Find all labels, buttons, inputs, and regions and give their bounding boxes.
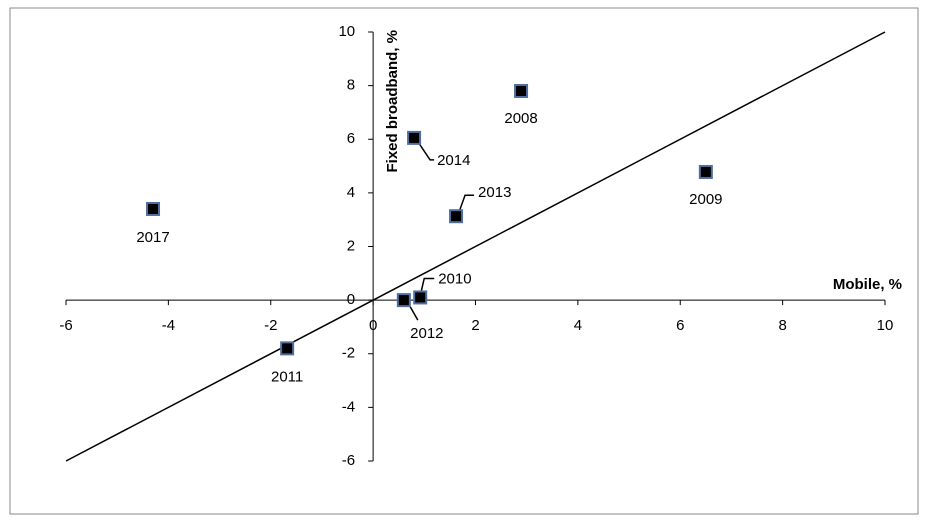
x-tick-label: 10 [877,317,894,334]
point-label: 2008 [504,110,537,127]
y-tick-label: -4 [342,398,355,415]
reference-line [65,31,886,462]
x-tick-label: -2 [264,317,277,334]
x-tick-label: 0 [369,317,377,334]
y-tick-label: 8 [347,77,355,94]
point-label: 2011 [271,368,303,385]
y-tick-label: 4 [347,184,355,201]
y-tick-label: 6 [347,130,355,147]
y-axis-title: Fixed broadband, % [384,30,401,173]
point-label: 2012 [410,325,443,342]
point [413,290,428,305]
y-tick-label: -6 [342,452,355,469]
x-axis-title: Mobile, % [833,276,902,293]
y-tick-label: 10 [338,23,355,40]
y-tick-label: 2 [347,237,355,254]
x-tick-label: 4 [574,317,582,334]
point [146,201,161,216]
x-tick-label: 6 [676,317,684,334]
point-label: 2013 [478,184,511,201]
x-tick-label: -4 [162,317,175,334]
y-tick-label: 0 [347,291,355,308]
point [514,83,529,98]
x-tick-label: -6 [59,317,72,334]
point-label: 2017 [136,229,169,246]
point [396,293,411,308]
x-tick-label: 2 [471,317,479,334]
point-label: 2009 [689,191,722,208]
y-tick-label: -2 [342,345,355,362]
chart-border [9,7,919,515]
point-label: 2010 [438,270,471,287]
x-tick-label: 8 [778,317,786,334]
point [407,130,422,145]
point-label: 2014 [437,152,470,169]
point [280,341,295,356]
point [449,209,464,224]
point [698,164,713,179]
